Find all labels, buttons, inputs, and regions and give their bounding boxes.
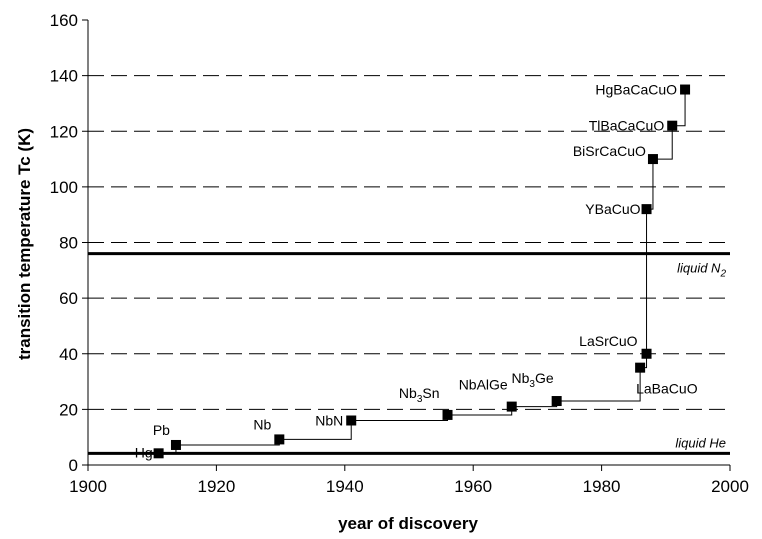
y-tick-label: 0 xyxy=(69,456,78,475)
data-point xyxy=(680,84,691,95)
step-segment xyxy=(556,367,641,402)
y-axis-title: transition temperature Tc (K) xyxy=(15,128,34,360)
data-point xyxy=(647,154,658,165)
y-tick-label: 20 xyxy=(59,400,78,419)
data-point xyxy=(506,401,517,412)
y-tick-label: 160 xyxy=(50,11,78,30)
step-segment xyxy=(175,439,280,446)
reference-line-label: liquid He xyxy=(675,435,726,450)
data-point xyxy=(274,434,285,445)
axes: 0 20 40 60 80 100 120 140 160 1900 1920 1940 1960 198… xyxy=(50,11,749,496)
point-label: HgBaCaCuO xyxy=(595,82,677,98)
x-tick-label: 1900 xyxy=(69,477,107,496)
x-tick-label: 1920 xyxy=(197,477,235,496)
data-point xyxy=(346,415,357,426)
step-segment xyxy=(447,406,513,416)
y-tick-label: 80 xyxy=(59,234,78,253)
data-point xyxy=(442,409,453,420)
point-label: LaBaCuO xyxy=(636,381,698,397)
reference-line-label: liquid N2 xyxy=(677,261,726,280)
y-tick-label: 60 xyxy=(59,289,78,308)
data-point xyxy=(641,204,652,215)
point-label: Nb xyxy=(253,416,271,432)
point-label: YBaCuO xyxy=(585,201,640,217)
point-label: Nb3Ge xyxy=(512,370,554,390)
step-segment xyxy=(646,159,654,210)
point-label: NbN xyxy=(315,413,343,429)
point-label: Nb3Sn xyxy=(399,385,440,405)
point-label: Hg xyxy=(135,444,153,460)
data-point xyxy=(641,348,652,359)
x-axis-title: year of discovery xyxy=(338,514,478,533)
point-label: LaSrCuO xyxy=(579,333,637,349)
y-tick-label: 40 xyxy=(59,345,78,364)
point-label: NbAlGe xyxy=(459,377,508,393)
y-tick-label: 100 xyxy=(50,178,78,197)
x-tick-label: 2000 xyxy=(711,477,749,496)
step-segment xyxy=(652,125,673,160)
reference-lines: liquid N2 liquid He xyxy=(88,252,730,455)
data-point xyxy=(153,448,164,459)
step-segment xyxy=(279,420,352,440)
grid-lines xyxy=(88,75,730,410)
data-point xyxy=(551,396,562,407)
point-label: TlBaCaCuO xyxy=(589,118,665,134)
x-tick-label: 1940 xyxy=(326,477,364,496)
data-point xyxy=(635,362,646,373)
x-tick-label: 1960 xyxy=(454,477,492,496)
data-point xyxy=(170,439,181,450)
data-point xyxy=(667,120,678,131)
point-label: Pb xyxy=(153,422,170,438)
step-segment xyxy=(351,414,449,421)
y-tick-label: 120 xyxy=(50,122,78,141)
step-segment xyxy=(511,401,558,408)
x-tick-label: 1980 xyxy=(583,477,621,496)
point-label: BiSrCaCuO xyxy=(573,143,646,159)
y-tick-label: 140 xyxy=(50,67,78,86)
data-points xyxy=(153,84,691,459)
